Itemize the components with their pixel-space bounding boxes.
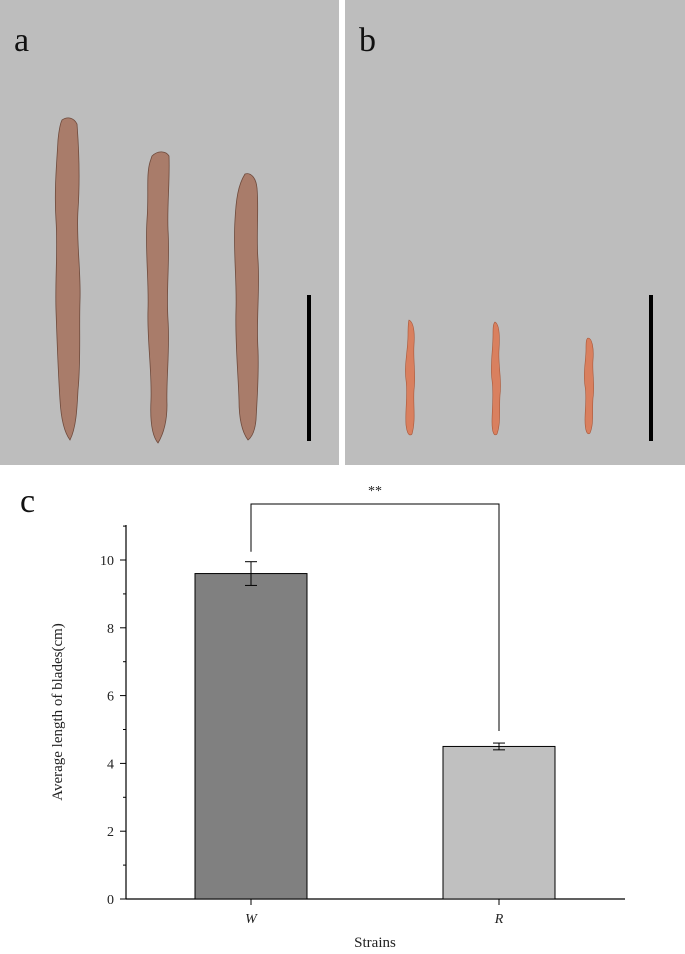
x-tick-label-R: R (494, 912, 504, 927)
panel-letter-b: b (359, 22, 376, 59)
y-tick-label: 8 (107, 622, 114, 637)
significance-label: ** (368, 484, 382, 499)
y-tick-label: 4 (107, 757, 114, 772)
blade-b-3 (584, 337, 595, 435)
y-tick-label: 6 (107, 690, 114, 705)
panel-letter-c: c (20, 483, 36, 520)
blade-a-1 (54, 117, 81, 441)
blade-a-3 (234, 173, 259, 441)
y-tick-label: 2 (107, 825, 114, 840)
x-tick-label-W: W (245, 912, 258, 927)
scale-bar-a (307, 295, 311, 441)
x-axis-label: Strains (354, 935, 396, 951)
blade-b-1 (405, 319, 416, 436)
bar-R (442, 745, 556, 900)
photo-panel-b: b (345, 0, 685, 465)
bar-W (194, 573, 308, 900)
y-axis-label: Average length of blades(cm) (50, 623, 66, 801)
blade-a-2 (146, 151, 170, 444)
blade-b-2 (491, 321, 501, 436)
y-tick-label: 0 (107, 893, 114, 908)
scale-bar-b (649, 295, 653, 441)
y-tick-label: 10 (100, 554, 114, 569)
significance-bracket (250, 503, 500, 732)
panel-letter-a: a (14, 22, 30, 59)
blade-photos (54, 117, 595, 444)
